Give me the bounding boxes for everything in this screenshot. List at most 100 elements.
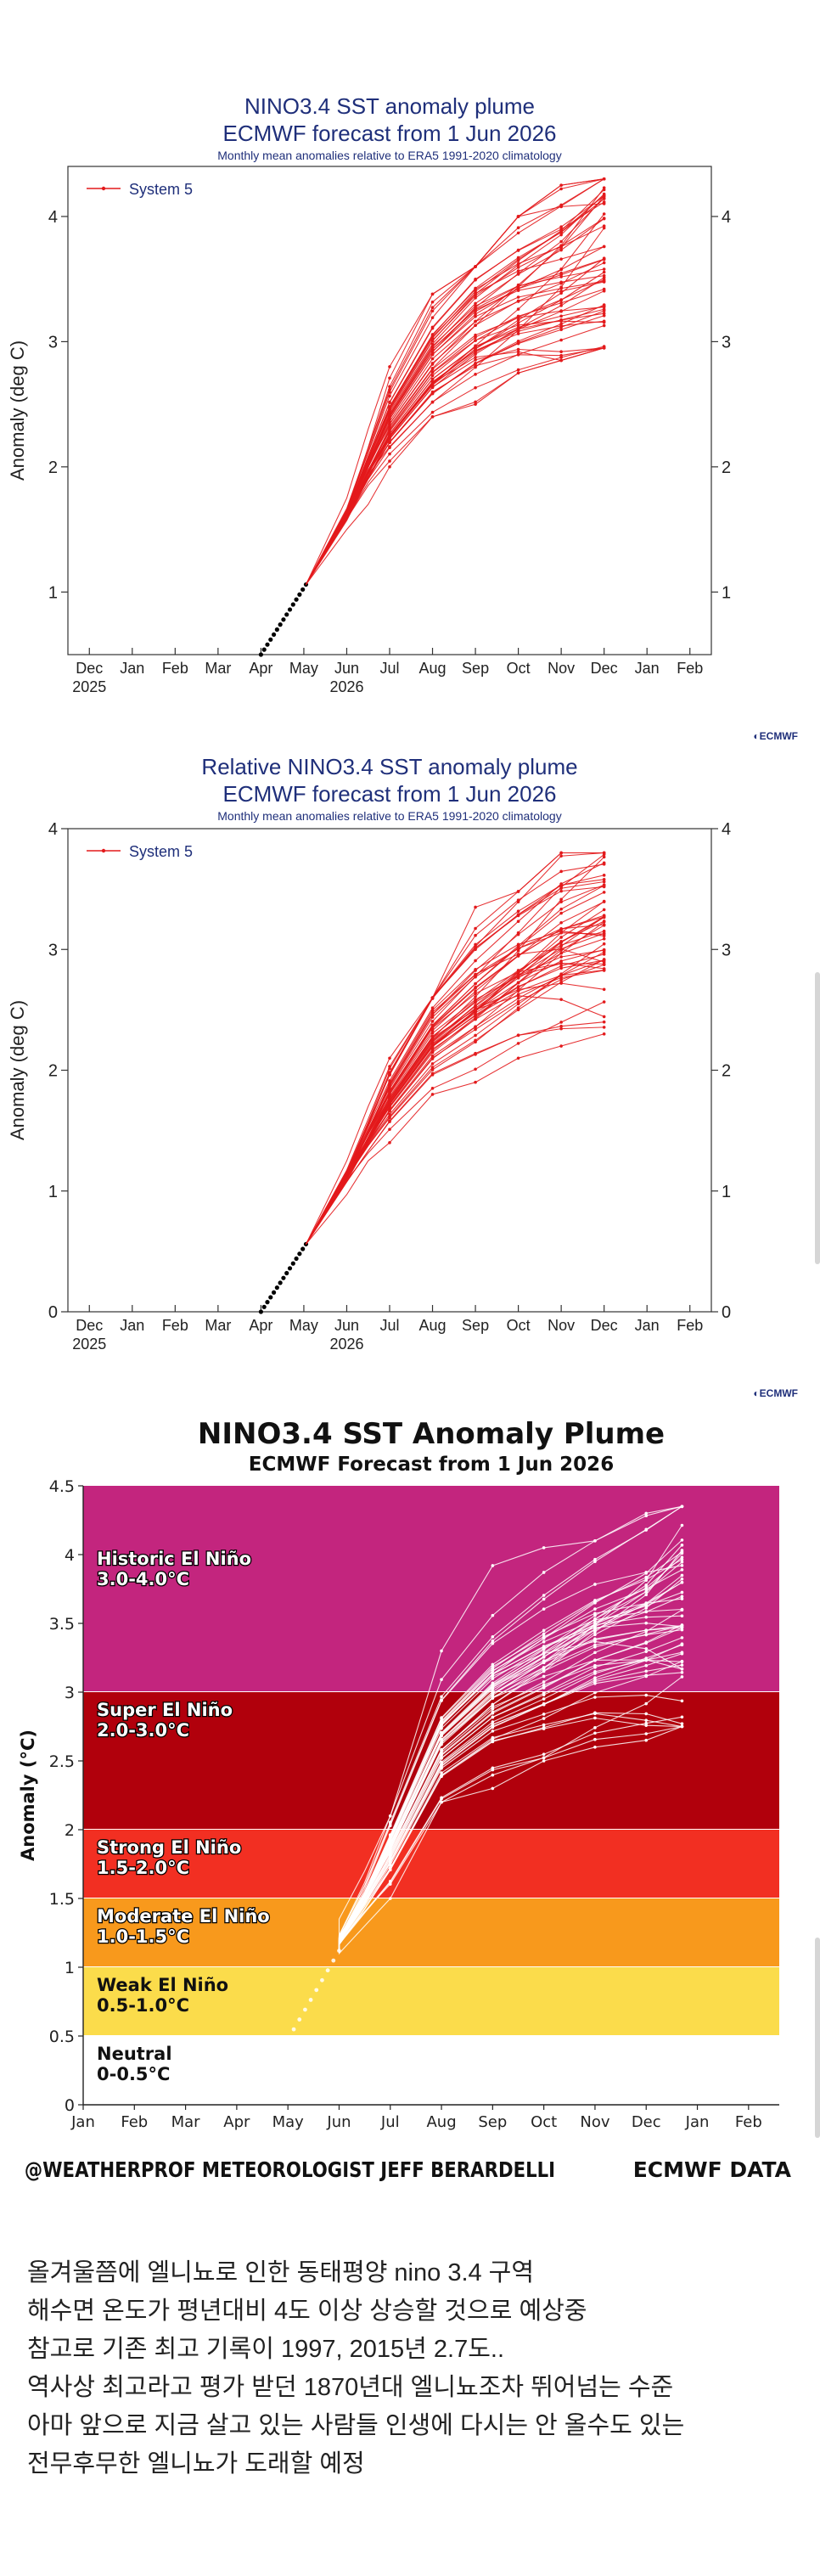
y-tick-label: 0 — [48, 1303, 58, 1322]
ensemble-point — [644, 1633, 649, 1636]
ensemble-point — [474, 1080, 477, 1084]
ensemble-point — [602, 915, 606, 919]
ensemble-point — [602, 313, 606, 318]
ensemble-point — [680, 1651, 684, 1656]
ensemble-point — [593, 1611, 597, 1616]
ensemble-point — [602, 267, 606, 271]
ensemble-point — [680, 1623, 684, 1628]
ensemble-point — [644, 1650, 649, 1653]
x-tick-label: Jan — [635, 660, 660, 677]
ensemble-point — [559, 964, 563, 968]
ensemble-point — [602, 953, 606, 956]
ensemble-point — [680, 1505, 684, 1509]
observed-point — [258, 1309, 263, 1314]
x-tick-label: Apr — [249, 1317, 272, 1334]
ensemble-point — [516, 318, 520, 322]
x-tick-label: Dec — [632, 2113, 661, 2131]
ensemble-point — [430, 410, 435, 414]
ensemble-point — [602, 1032, 606, 1036]
ensemble-member-line — [338, 1565, 682, 1951]
ensemble-point — [430, 300, 435, 304]
ensemble-point — [388, 410, 391, 413]
ensemble-point — [644, 1511, 649, 1516]
ensemble-point — [644, 1732, 649, 1735]
ensemble-point — [602, 908, 606, 912]
ensemble-point — [542, 1691, 546, 1695]
ensemble-point — [430, 1066, 435, 1069]
ensemble-point — [559, 966, 563, 970]
ensemble-point — [559, 204, 563, 208]
ensemble-point — [516, 890, 520, 893]
scrollbar-segment[interactable] — [815, 1938, 820, 2138]
ensemble-point — [602, 884, 606, 887]
ensemble-point — [593, 1676, 597, 1679]
ensemble-point — [602, 320, 606, 324]
observed-point — [290, 1261, 295, 1266]
ensemble-point — [602, 960, 606, 964]
ensemble-point — [430, 306, 435, 310]
ensemble-point — [602, 942, 606, 946]
ensemble-point — [644, 1514, 649, 1518]
ensemble-point — [593, 1630, 597, 1634]
ensemble-point — [559, 900, 563, 904]
el-nino-band — [83, 1830, 779, 1898]
ensemble-point — [559, 350, 563, 354]
ensemble-point — [474, 1013, 477, 1017]
scrollbar-segment[interactable] — [815, 972, 820, 1264]
ensemble-point — [491, 1705, 495, 1709]
y-tick-label-right: 4 — [722, 820, 731, 839]
ensemble-member-line — [338, 1725, 682, 1951]
x-tick-label: Sep — [478, 2113, 507, 2131]
ensemble-point — [440, 1741, 443, 1745]
ensemble-point — [388, 1079, 391, 1083]
ensemble-point — [491, 1730, 495, 1733]
ensemble-point — [516, 1006, 520, 1010]
observed-point — [268, 1295, 273, 1300]
ensemble-point — [593, 1658, 597, 1662]
ensemble-point — [388, 1861, 392, 1865]
x-tick-label: Feb — [735, 2113, 762, 2131]
ensemble-point — [559, 911, 563, 915]
observed-point — [325, 1968, 330, 1973]
ensemble-point — [644, 1589, 649, 1594]
x-tick-label: Mar — [205, 1317, 231, 1334]
ensemble-point — [542, 1752, 546, 1756]
ensemble-point — [440, 1800, 443, 1804]
ensemble-point — [430, 1073, 435, 1077]
ensemble-point — [644, 1721, 649, 1725]
ensemble-point — [491, 1766, 495, 1770]
ensemble-point — [559, 883, 563, 887]
ensemble-point — [440, 1695, 443, 1699]
observed-point — [303, 2007, 307, 2012]
ensemble-point — [644, 1674, 649, 1679]
plot-frame — [67, 828, 712, 1313]
ensemble-point — [602, 874, 606, 877]
ensemble-point — [680, 1523, 684, 1527]
ensemble-point — [644, 1669, 649, 1673]
ensemble-point — [602, 217, 606, 221]
y-tick-label: 4.5 — [49, 1477, 75, 1496]
ensemble-point — [680, 1699, 684, 1703]
x-tick-label: Nov — [548, 660, 575, 677]
y-tick-label: 0 — [65, 2096, 75, 2115]
ensemble-point — [593, 1645, 597, 1649]
observed-point — [278, 1280, 283, 1285]
ensemble-point — [680, 1550, 684, 1554]
ensemble-point — [602, 1020, 606, 1024]
ensemble-point — [516, 920, 520, 924]
x-tick-label: Aug — [419, 1317, 447, 1334]
ensemble-point — [593, 1696, 597, 1699]
ensemble-point — [516, 215, 520, 218]
ensemble-point — [680, 1558, 684, 1561]
ensemble-point — [602, 924, 606, 927]
ensemble-point — [388, 1116, 391, 1120]
ensemble-point — [680, 1715, 684, 1719]
ensemble-point — [474, 1015, 477, 1020]
ensemble-point — [559, 273, 563, 277]
band-range-label: 2.0-3.0°C — [97, 1720, 189, 1741]
footer-source: ECMWF DATA — [633, 2157, 792, 2182]
y-tick-label-right: 2 — [722, 458, 731, 477]
x-tick-label: Dec — [76, 660, 103, 677]
ensemble-point — [559, 301, 563, 305]
ensemble-point — [602, 202, 606, 205]
